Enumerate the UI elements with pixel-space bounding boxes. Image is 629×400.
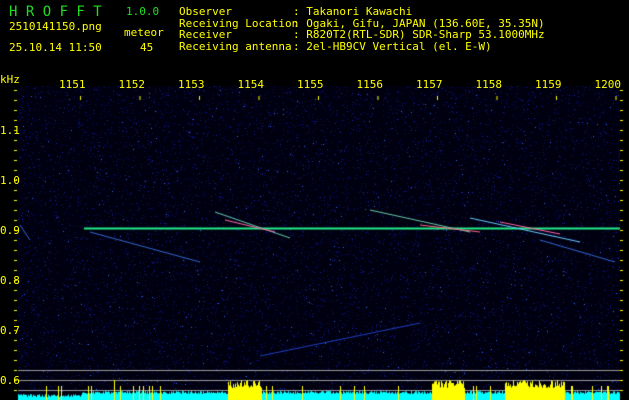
file-name: 2510141150.png: [9, 20, 102, 33]
datetime: 25.10.14 11:50: [9, 41, 102, 54]
y-tick-label: 0.9: [0, 224, 20, 237]
info-location: Receiving Location: Ogaki, Gifu, JAPAN (…: [179, 16, 545, 30]
app-title: H R O F F T: [9, 4, 102, 20]
detection-count: 45: [140, 41, 154, 54]
y-tick-label: 0.6: [0, 374, 20, 387]
x-tick-label: 1157: [416, 78, 443, 91]
x-tick-label: 1151: [59, 78, 86, 91]
x-tick-label: 1158: [475, 78, 503, 91]
x-tick-label: 1154: [237, 78, 265, 91]
x-tick-label: 1155: [297, 78, 324, 91]
x-tick-label: 1152: [118, 78, 146, 91]
x-tick-label: 1200: [594, 78, 622, 91]
app-version: 1.0.0: [126, 5, 160, 18]
y-tick-label: 0.8: [0, 274, 20, 287]
info-receiver: Receiver: R820T2(RTL-SDR) SDR-Sharp 53.1…: [179, 28, 545, 41]
y-tick-label: 0.7: [0, 324, 20, 337]
x-tick-label: 1156: [356, 78, 384, 91]
info-observer: Observer: Takanori Kawachi: [179, 5, 413, 18]
info-antenna: Receiving antenna: 2el-HB9CV Vertical (e…: [179, 39, 492, 53]
x-unit-label: kHz: [0, 73, 20, 86]
x-tick-label: 1153: [178, 78, 205, 91]
y-tick-label: 1.1: [0, 124, 20, 137]
x-tick-label: 1159: [535, 78, 562, 91]
detection-label: meteor: [124, 26, 164, 39]
y-tick-label: 1.0: [0, 174, 20, 187]
station-info: Observer: Takanori Kawachi Receiving Loc…: [179, 5, 545, 53]
